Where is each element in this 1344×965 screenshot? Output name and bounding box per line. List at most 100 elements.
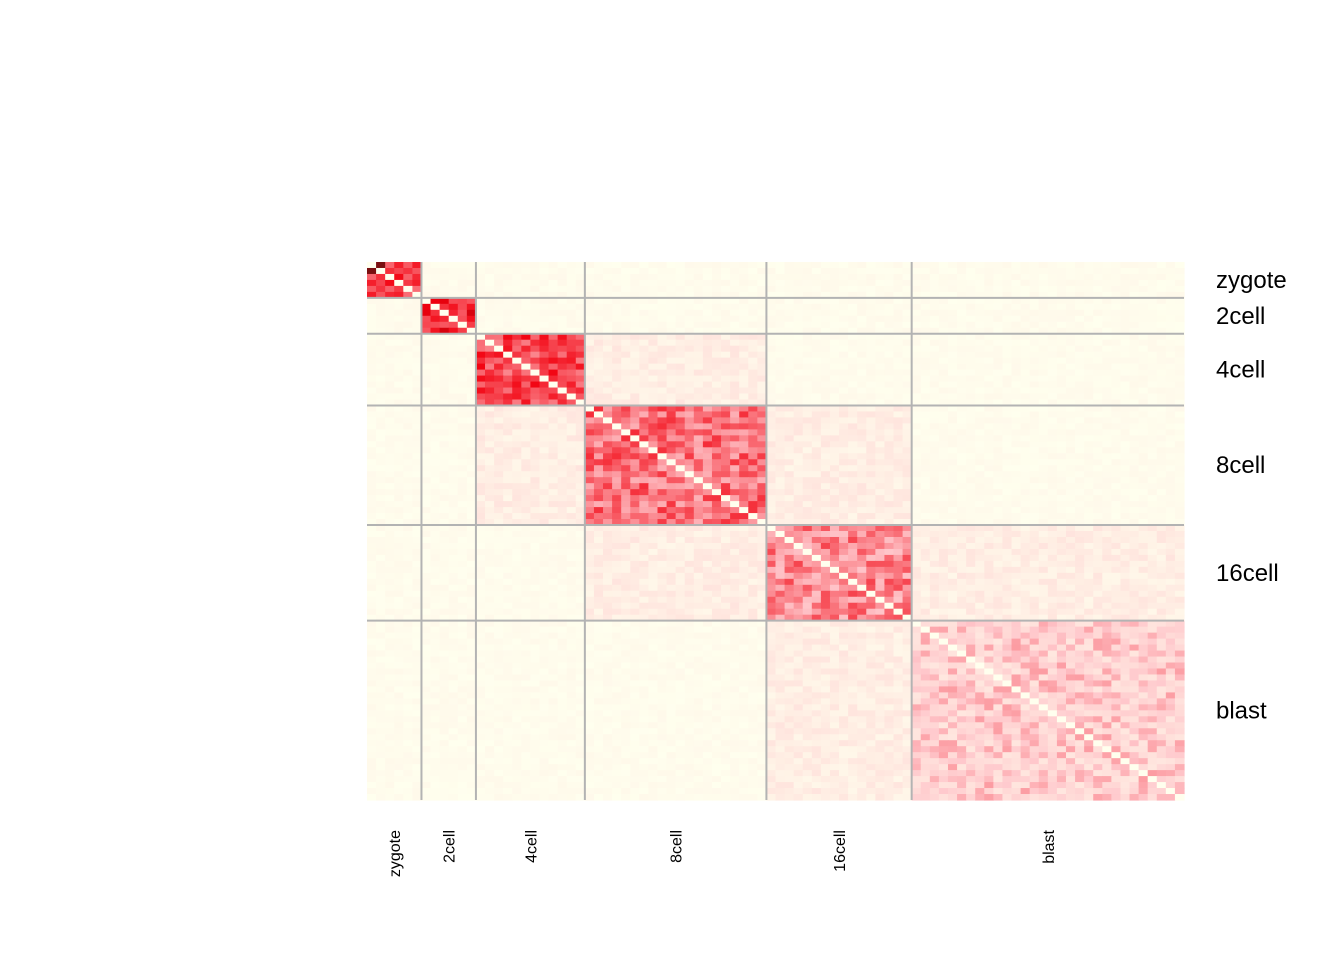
heatmap-cell: [1047, 584, 1058, 592]
heatmap-cell: [621, 273, 631, 281]
heatmap-cell: [430, 279, 441, 287]
heatmap-cell: [1038, 465, 1049, 472]
heatmap-cell: [539, 584, 550, 592]
heatmap-cell: [666, 495, 677, 502]
heatmap-cell: [875, 423, 886, 430]
heatmap-cell: [430, 262, 441, 269]
heatmap-cell: [893, 321, 904, 329]
heatmap-cell: [902, 417, 913, 424]
heatmap-cell: [748, 429, 758, 436]
heatmap-cell: [702, 285, 713, 293]
heatmap-cell: [702, 327, 713, 335]
heatmap-cell: [721, 411, 731, 419]
heatmap-cell: [1156, 285, 1167, 293]
heatmap-cell: [857, 327, 867, 335]
heatmap-cell: [421, 554, 432, 562]
heatmap-cell: [621, 471, 631, 478]
heatmap-cell: [394, 542, 404, 550]
heatmap-cell: [621, 357, 631, 365]
heatmap-cell: [1165, 315, 1176, 323]
heatmap-cell: [1065, 435, 1076, 442]
heatmap-cell: [1093, 513, 1103, 520]
heatmap-cell: [448, 285, 459, 293]
heatmap-cell: [784, 566, 795, 574]
heatmap-cell: [1093, 351, 1103, 359]
heatmap-cell: [430, 387, 441, 395]
heatmap-cell: [693, 369, 704, 377]
heatmap-cell: [1084, 267, 1094, 275]
heatmap-cell: [657, 477, 668, 484]
heatmap-cell: [1075, 489, 1085, 496]
heatmap-cell: [1029, 548, 1040, 556]
heatmap-cell: [1120, 375, 1131, 383]
heatmap-cell: [621, 363, 631, 371]
heatmap-cell: [938, 285, 949, 293]
heatmap-cell: [1002, 399, 1013, 407]
heatmap-cell: [739, 531, 749, 538]
heatmap-cell: [1174, 531, 1185, 538]
heatmap-cell: [929, 542, 940, 550]
heatmap-cell: [1102, 405, 1112, 413]
heatmap-cell: [721, 345, 731, 353]
heatmap-cell: [984, 297, 994, 305]
heatmap-cell: [439, 483, 450, 490]
heatmap-cell: [485, 447, 495, 454]
heatmap-cell: [693, 267, 704, 275]
heatmap-cell: [1075, 447, 1085, 454]
heatmap-cell: [457, 309, 468, 317]
heatmap-cell: [1093, 333, 1103, 341]
heatmap-cell: [748, 483, 758, 490]
heatmap-cell: [748, 435, 758, 442]
heatmap-cell: [385, 297, 395, 305]
heatmap-cell: [503, 321, 513, 329]
heatmap-cell: [412, 429, 423, 436]
heatmap-cell: [394, 465, 404, 472]
heatmap-cell: [947, 267, 958, 275]
heatmap-cell: [1011, 285, 1022, 293]
heatmap-cell: [675, 501, 686, 508]
heatmap-cell: [757, 459, 768, 466]
heatmap-cell: [485, 584, 495, 592]
heatmap-cell: [675, 471, 686, 478]
heatmap-cell: [1047, 363, 1058, 371]
heatmap-cell: [466, 399, 477, 407]
heatmap-cell: [866, 513, 876, 520]
heatmap-cell: [575, 315, 586, 323]
heatmap-cell: [739, 525, 749, 532]
heatmap-cell: [811, 327, 822, 335]
heatmap-cell: [848, 417, 858, 424]
heatmap-cell: [494, 321, 504, 329]
heatmap-cell: [947, 357, 958, 365]
heatmap-cell: [575, 453, 586, 460]
heatmap-cell: [367, 429, 377, 436]
heatmap-cell: [457, 453, 468, 460]
heatmap-cell: [1138, 513, 1149, 520]
heatmap-cell: [684, 339, 695, 347]
heatmap-cell: [947, 459, 958, 466]
heatmap-cell: [693, 387, 704, 395]
heatmap-cell: [884, 572, 895, 580]
heatmap-cell: [430, 297, 441, 305]
heatmap-cell: [848, 429, 858, 436]
heatmap-cell: [648, 423, 659, 430]
heatmap-cell: [1075, 429, 1085, 436]
heatmap-cell: [1102, 483, 1112, 490]
heatmap-cell: [648, 435, 659, 442]
heatmap-cell: [1047, 369, 1058, 377]
heatmap-cell: [403, 315, 413, 323]
heatmap-cell: [1084, 447, 1094, 454]
heatmap-cell: [630, 399, 640, 407]
heatmap-cell: [984, 285, 994, 293]
heatmap-cell: [793, 411, 804, 419]
heatmap-cell: [494, 453, 504, 460]
heatmap-cell: [721, 267, 731, 275]
heatmap-cell: [975, 393, 985, 401]
heatmap-cell: [784, 578, 795, 586]
heatmap-cell: [793, 333, 804, 341]
heatmap-cell: [1102, 399, 1112, 407]
heatmap-cell: [439, 381, 450, 389]
heatmap-cell: [693, 315, 704, 323]
heatmap-cell: [1047, 327, 1058, 335]
heatmap-cell: [784, 303, 795, 311]
heatmap-cell: [947, 369, 958, 377]
